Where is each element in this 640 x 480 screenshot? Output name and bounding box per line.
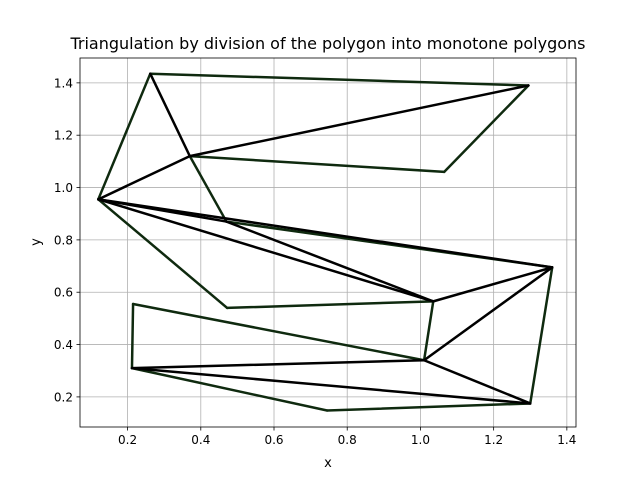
x-axis-ticks: 0.2 0.4 0.6 0.8 1.0 1.2 1.4 (118, 427, 576, 447)
y-axis-ticks: 0.2 0.4 0.6 0.8 1.0 1.2 1.4 (54, 76, 80, 404)
polygon-edge (325, 402, 532, 412)
diagonal-line (97, 154, 192, 201)
diagonal-line (225, 220, 435, 303)
polygon-edge (528, 266, 554, 405)
x-tick-label: 0.4 (191, 433, 210, 447)
polygon-edge (422, 300, 435, 362)
polygon-edge (188, 154, 446, 174)
x-tick-label: 0.2 (118, 433, 137, 447)
y-tick-label: 0.4 (54, 338, 73, 352)
diagonal-line (431, 266, 554, 303)
polygon-edge (130, 366, 329, 412)
x-tick-label: 1.0 (411, 433, 430, 447)
polygon-edge (442, 84, 530, 174)
polygon-edge (225, 300, 435, 310)
triangulation-diagonals (97, 72, 554, 405)
x-tick-label: 1.2 (484, 433, 503, 447)
polygon-edge (97, 198, 229, 310)
chart-title: Triangulation by division of the polygon… (69, 34, 585, 53)
polygon-edge (97, 72, 152, 201)
diagonal-line (149, 72, 192, 158)
diagonal-line (422, 359, 532, 405)
diagonal-line (130, 359, 426, 370)
diagonal-line (422, 266, 554, 362)
y-tick-label: 1.0 (54, 181, 73, 195)
y-tick-label: 1.2 (54, 129, 73, 143)
x-tick-label: 0.6 (264, 433, 283, 447)
y-tick-label: 0.6 (54, 286, 73, 300)
diagonal-line (97, 198, 435, 303)
polygon-edge (188, 154, 228, 223)
polygon-edge (130, 302, 135, 370)
y-tick-label: 0.8 (54, 233, 73, 247)
diagonal-line (130, 366, 532, 405)
diagonal-line (97, 198, 554, 269)
x-axis-label: x (324, 456, 332, 471)
polygon-edge (131, 302, 426, 362)
grid-lines (80, 58, 576, 427)
plot-area-frame (79, 57, 577, 428)
y-tick-label: 0.2 (54, 390, 73, 404)
y-axis-label: y (29, 238, 44, 246)
y-tick-label: 1.4 (54, 76, 73, 90)
x-tick-label: 0.8 (338, 433, 357, 447)
polygon-edge (149, 72, 530, 87)
diagonal-line (188, 84, 530, 158)
x-tick-label: 1.4 (557, 433, 576, 447)
